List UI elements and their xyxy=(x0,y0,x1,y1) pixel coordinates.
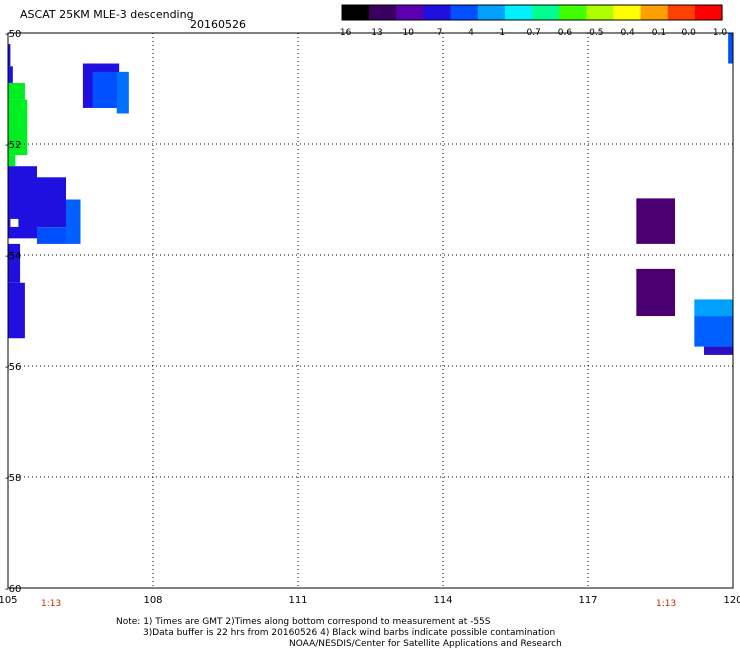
time-right: 1:13 xyxy=(656,599,677,609)
data-cell xyxy=(37,177,66,228)
x-tick-label: 105 xyxy=(0,595,18,606)
y-tick-label: -58 xyxy=(5,473,21,484)
y-tick-label: -52 xyxy=(5,140,21,151)
data-cell xyxy=(92,71,117,108)
data-cell xyxy=(8,282,25,339)
y-tick-label: -54 xyxy=(5,251,21,262)
data-cells xyxy=(8,33,733,355)
data-cell xyxy=(8,66,13,83)
colorbar-segment xyxy=(640,5,669,20)
colorbar-segment xyxy=(559,5,587,20)
data-cell xyxy=(636,268,675,317)
colorbar-segment xyxy=(369,5,397,20)
y-tick-label: -56 xyxy=(5,362,21,373)
note-line-2: 3)Data buffer is 22 hrs from 20160526 4)… xyxy=(143,628,556,638)
x-tick-label: 108 xyxy=(143,595,162,606)
data-cell xyxy=(8,166,37,239)
data-cell xyxy=(66,199,81,244)
time-left: 1:13 xyxy=(41,599,62,609)
plot-frame xyxy=(7,32,734,589)
colorbar-segment xyxy=(613,5,642,20)
colorbar-frame xyxy=(341,4,723,21)
colorbar-segment xyxy=(450,5,479,20)
data-cell xyxy=(694,316,733,347)
grid-lines xyxy=(8,33,733,588)
data-cell xyxy=(704,346,733,355)
note-line-1: Note: 1) Times are GMT 2)Times along bot… xyxy=(116,617,491,627)
x-tick-label: 114 xyxy=(433,595,452,606)
chart-date: 20160526 xyxy=(190,18,246,31)
colorbar-segment xyxy=(532,5,560,20)
colorbar-segment xyxy=(667,5,696,20)
colorbar-segment xyxy=(423,5,452,20)
data-cell-gap xyxy=(10,218,19,227)
x-tick-label: 120 xyxy=(723,595,740,606)
y-tick-label: -60 xyxy=(5,584,21,595)
colorbar-segment xyxy=(694,5,723,20)
data-cell xyxy=(8,99,28,156)
y-tick-label: -50 xyxy=(5,29,21,40)
colorbar-segment xyxy=(342,5,370,20)
data-cell xyxy=(8,44,11,67)
colorbar-segment xyxy=(504,5,533,20)
axis-ticks: 105 108 111 114 117 120 -50 -52 -54 -56 -58 -60 xyxy=(0,29,740,606)
data-cell xyxy=(37,227,66,244)
data-cell xyxy=(636,198,675,244)
data-cell xyxy=(694,299,733,317)
chart-title: ASCAT 25KM MLE-3 descending xyxy=(20,8,194,21)
data-cell xyxy=(116,71,129,114)
colorbar-segment xyxy=(586,5,615,20)
data-cell xyxy=(728,33,733,64)
x-tick-label: 117 xyxy=(578,595,597,606)
x-tick-label: 111 xyxy=(288,595,307,606)
colorbar-segment xyxy=(477,5,506,20)
data-cell xyxy=(8,82,25,100)
colorbar-segment xyxy=(396,5,425,20)
data-cell xyxy=(8,243,21,283)
data-cell xyxy=(8,155,16,167)
note-line-3: NOAA/NESDIS/Center for Satellite Applica… xyxy=(289,639,562,649)
